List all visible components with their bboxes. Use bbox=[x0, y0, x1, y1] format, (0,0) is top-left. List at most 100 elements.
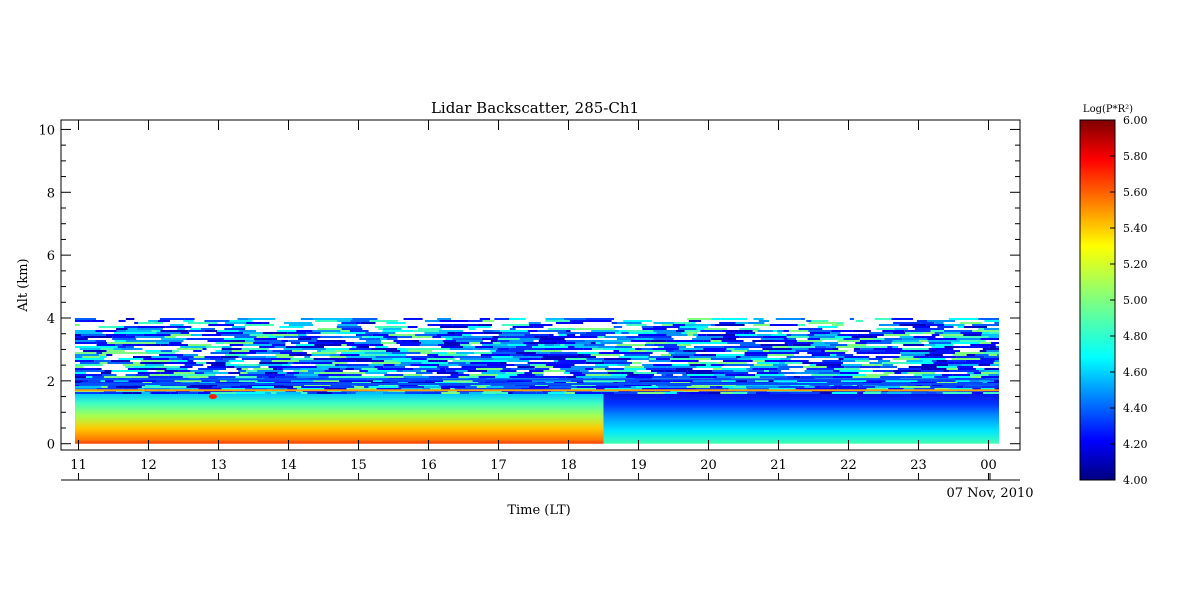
noise-streak bbox=[346, 338, 360, 340]
noise-streak bbox=[213, 370, 219, 372]
noise-streak bbox=[632, 362, 642, 364]
x-tick-label: 18 bbox=[560, 458, 577, 473]
noise-streak bbox=[221, 346, 232, 348]
noise-streak bbox=[814, 386, 821, 388]
noise-streak bbox=[478, 350, 491, 352]
noise-streak bbox=[202, 348, 207, 350]
noise-streak bbox=[238, 370, 247, 372]
noise-streak bbox=[386, 322, 406, 324]
noise-streak bbox=[170, 324, 184, 326]
noise-streak bbox=[498, 374, 518, 376]
noise-streak bbox=[455, 350, 479, 352]
noise-streak bbox=[555, 348, 584, 350]
noise-streak bbox=[276, 330, 297, 332]
noise-streak bbox=[847, 344, 867, 346]
noise-streak bbox=[563, 372, 570, 374]
noise-streak bbox=[160, 330, 189, 332]
noise-streak bbox=[426, 358, 455, 360]
noise-streak bbox=[289, 354, 312, 356]
noise-streak bbox=[207, 340, 223, 342]
noise-streak bbox=[928, 342, 952, 344]
noise-streak bbox=[264, 392, 272, 394]
noise-streak bbox=[935, 318, 949, 320]
noise-streak bbox=[944, 324, 965, 326]
noise-streak bbox=[132, 354, 160, 356]
noise-streak bbox=[210, 392, 236, 394]
noise-streak bbox=[365, 372, 387, 374]
noise-streak bbox=[241, 358, 271, 360]
noise-streak bbox=[564, 338, 595, 340]
noise-streak bbox=[556, 362, 586, 364]
noise-streak bbox=[512, 356, 543, 358]
noise-streak bbox=[650, 354, 661, 356]
noise-streak bbox=[183, 324, 209, 326]
noise-streak bbox=[282, 364, 291, 366]
noise-streak bbox=[727, 380, 736, 382]
noise-streak bbox=[721, 366, 738, 368]
noise-streak bbox=[380, 338, 387, 340]
x-tick-label: 11 bbox=[70, 458, 87, 473]
noise-streak bbox=[703, 348, 727, 350]
noise-streak bbox=[557, 332, 580, 334]
noise-streak bbox=[853, 350, 873, 352]
noise-streak bbox=[491, 352, 516, 354]
noise-streak bbox=[79, 324, 105, 326]
noise-streak bbox=[888, 388, 904, 390]
noise-streak bbox=[394, 364, 400, 366]
plot-frame bbox=[60, 119, 1021, 451]
noise-streak bbox=[274, 324, 289, 326]
noise-streak bbox=[767, 386, 779, 388]
noise-streak bbox=[815, 346, 827, 348]
noise-streak bbox=[980, 388, 995, 390]
noise-streak bbox=[151, 330, 157, 332]
noise-streak bbox=[375, 338, 381, 340]
noise-streak bbox=[124, 350, 146, 352]
noise-streak bbox=[883, 334, 910, 336]
noise-streak bbox=[585, 318, 615, 320]
noise-streak bbox=[597, 346, 615, 348]
noise-streak bbox=[960, 346, 990, 348]
noise-streak bbox=[727, 342, 756, 344]
noise-streak bbox=[86, 372, 101, 374]
noise-streak bbox=[156, 324, 171, 326]
noise-streak bbox=[257, 380, 280, 382]
noise-streak bbox=[571, 366, 588, 368]
noise-streak bbox=[830, 354, 837, 356]
noise-streak bbox=[748, 348, 763, 350]
noise-streak bbox=[752, 368, 759, 370]
noise-streak bbox=[341, 352, 365, 354]
noise-streak bbox=[942, 392, 972, 394]
noise-streak bbox=[148, 376, 169, 378]
noise-streak bbox=[957, 366, 974, 368]
noise-streak bbox=[83, 380, 89, 382]
noise-streak bbox=[833, 370, 840, 372]
noise-streak bbox=[777, 368, 790, 370]
noise-streak bbox=[542, 356, 568, 358]
noise-streak bbox=[824, 342, 839, 344]
noise-streak bbox=[337, 324, 358, 326]
noise-streak bbox=[341, 322, 356, 324]
noise-streak bbox=[129, 332, 157, 334]
noise-streak bbox=[534, 336, 549, 338]
noise-streak bbox=[75, 326, 99, 328]
noise-streak bbox=[574, 346, 598, 348]
noise-streak bbox=[786, 376, 794, 378]
noise-streak bbox=[320, 332, 337, 334]
noise-streak bbox=[624, 368, 646, 370]
noise-streak bbox=[913, 318, 923, 320]
noise-streak bbox=[88, 380, 101, 382]
noise-streak bbox=[979, 366, 999, 368]
noise-streak bbox=[324, 370, 343, 372]
noise-streak bbox=[735, 376, 760, 378]
noise-streak bbox=[873, 338, 885, 340]
noise-streak bbox=[448, 362, 466, 364]
noise-streak bbox=[994, 360, 999, 362]
noise-streak bbox=[221, 350, 232, 352]
noise-streak bbox=[720, 352, 745, 354]
noise-streak bbox=[75, 372, 86, 374]
noise-streak bbox=[530, 332, 558, 334]
noise-streak bbox=[482, 320, 495, 322]
noise-streak bbox=[193, 320, 205, 322]
noise-streak bbox=[445, 338, 453, 340]
noise-streak bbox=[229, 344, 244, 346]
